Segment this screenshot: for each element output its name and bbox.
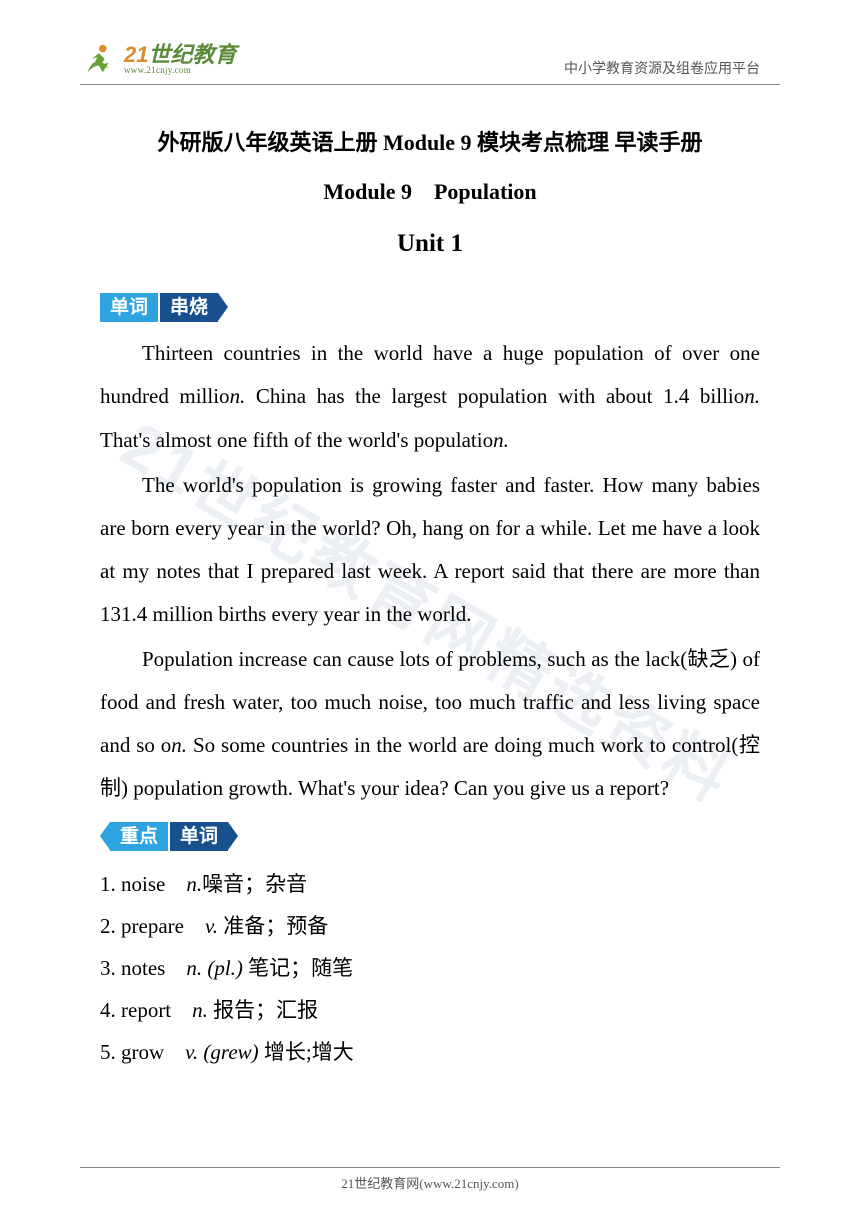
para-text: China has the largest population with ab… [245, 384, 744, 408]
paragraph: Thirteen countries in the world have a h… [100, 332, 760, 461]
para-text: So some countries in the world are doing… [100, 733, 760, 800]
runner-icon [80, 40, 118, 78]
para-text: The world's population is growing faster… [100, 473, 760, 626]
logo-title-prefix: 21 [124, 42, 148, 67]
module-title: Module 9 Population [100, 169, 760, 214]
italic-n: n. [171, 733, 187, 757]
page-title: 外研版八年级英语上册 Module 9 模块考点梳理 早读手册 [100, 120, 760, 165]
vocab-list: 1. noise n.噪音；杂音 2. prepare v. 准备；预备 3. … [100, 863, 760, 1073]
italic-n: n. [744, 384, 760, 408]
vocab-item: 5. grow v. (grew) 增长;增大 [100, 1031, 760, 1073]
vocab-item: 1. noise n.噪音；杂音 [100, 863, 760, 905]
paragraph: Population increase can cause lots of pr… [100, 638, 760, 810]
logo-url: www.21cnjy.com [124, 66, 237, 75]
tag-left-label: 重点 [110, 822, 168, 851]
vocab-word: grow [121, 1040, 164, 1064]
vocab-word: noise [121, 872, 165, 896]
tag-right-label: 串烧 [160, 293, 218, 322]
vocab-def: 噪音；杂音 [202, 872, 307, 896]
italic-n: n. [493, 428, 509, 452]
vocab-def: 准备；预备 [218, 914, 328, 938]
vocab-num: 4. [100, 998, 121, 1022]
unit-title: Unit 1 [100, 218, 760, 269]
vocab-num: 2. [100, 914, 121, 938]
footer-rule [80, 1167, 780, 1168]
vocab-def: 报告；汇报 [208, 998, 318, 1022]
tag-right-label: 单词 [170, 822, 228, 851]
logo: 21世纪教育 www.21cnjy.com [80, 40, 237, 78]
vocab-word: notes [121, 956, 165, 980]
vocab-item: 4. report n. 报告；汇报 [100, 989, 760, 1031]
vocab-word: report [121, 998, 171, 1022]
logo-text: 21世纪教育 www.21cnjy.com [124, 44, 237, 75]
vocab-item: 3. notes n. (pl.) 笔记；随笔 [100, 947, 760, 989]
page-content: 外研版八年级英语上册 Module 9 模块考点梳理 早读手册 Module 9… [100, 120, 760, 1073]
vocab-pos: v. [205, 914, 218, 938]
header-rule [80, 84, 780, 85]
vocab-pos: n. (pl.) [186, 956, 243, 980]
vocab-def: 笔记；随笔 [243, 956, 353, 980]
header-subtitle: 中小学教育资源及组卷应用平台 [564, 58, 760, 78]
para-text: That's almost one fifth of the world's p… [100, 428, 493, 452]
page-header: 21世纪教育 www.21cnjy.com 中小学教育资源及组卷应用平台 [0, 40, 860, 78]
page-footer: 21世纪教育网(www.21cnjy.com) [0, 1173, 860, 1192]
vocab-pos: n. [186, 872, 202, 896]
section-tag-vocab-chain: 单词 串烧 [100, 293, 218, 322]
vocab-num: 5. [100, 1040, 121, 1064]
logo-title: 21世纪教育 [124, 44, 237, 66]
vocab-num: 1. [100, 872, 121, 896]
italic-n: n. [230, 384, 246, 408]
logo-title-suffix: 世纪教育 [148, 42, 236, 67]
tag-left-label: 单词 [100, 293, 158, 322]
vocab-def: 增长;增大 [259, 1040, 354, 1064]
vocab-num: 3. [100, 956, 121, 980]
vocab-pos: n. [192, 998, 208, 1022]
vocab-item: 2. prepare v. 准备；预备 [100, 905, 760, 947]
section-tag-key-words: 重点 单词 [110, 822, 228, 851]
vocab-word: prepare [121, 914, 184, 938]
paragraph: The world's population is growing faster… [100, 464, 760, 636]
vocab-pos: v. (grew) [185, 1040, 258, 1064]
